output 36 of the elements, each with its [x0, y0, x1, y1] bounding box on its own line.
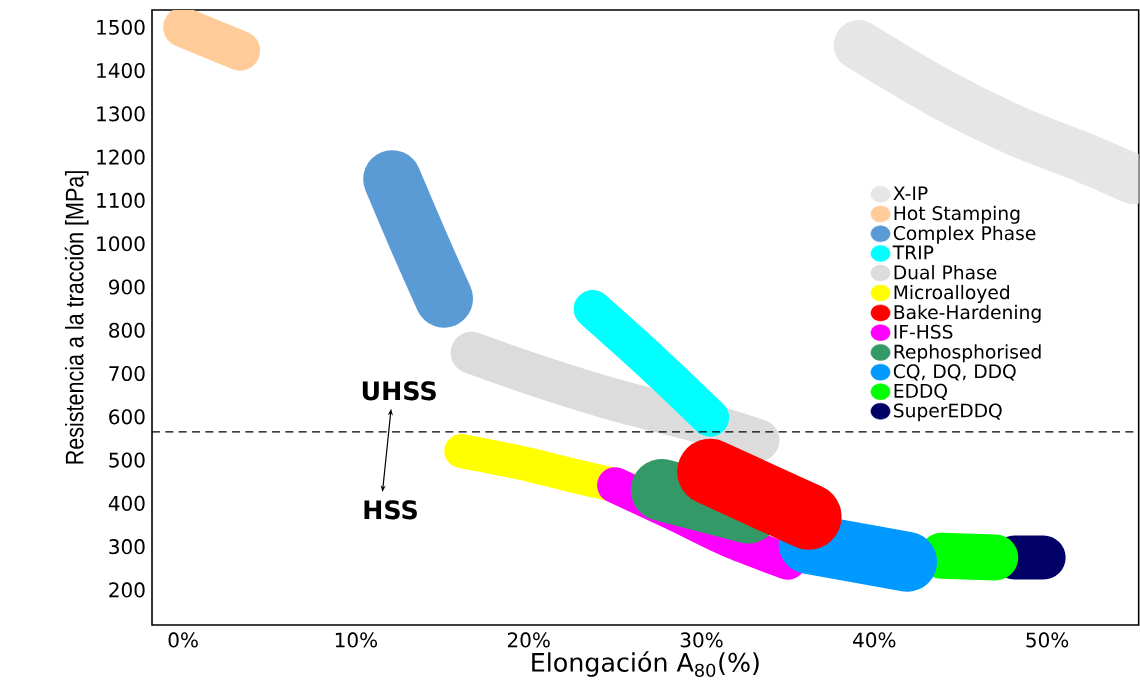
y-tick-label: 1500	[97, 19, 145, 35]
legend-label: SuperEDDQ	[894, 403, 1002, 422]
x-tick-label: 20%	[507, 632, 550, 648]
x-tick-label: 0%	[168, 632, 198, 648]
legend-label: IF-HSS	[894, 324, 953, 339]
legend-label: EDDQ	[894, 383, 947, 401]
y-tick-label: 400	[108, 495, 145, 511]
legend-label: Bake-Hardening	[894, 304, 1041, 323]
legend-label: Hot Stamping	[894, 205, 1020, 224]
x-tick-label: 40%	[853, 632, 896, 648]
y-tick-label: 500	[109, 452, 145, 468]
y-tick-label: 1200	[97, 149, 145, 165]
y-tick-label: 600	[109, 409, 145, 425]
y-tick-label: 1300	[97, 106, 145, 122]
y-tick-label: 700	[109, 365, 145, 382]
legend-label: TRIP	[892, 245, 934, 260]
y-tick-label: 300	[109, 539, 145, 555]
x-tick-label: 50%	[1026, 632, 1069, 648]
y-tick-label: 800	[109, 322, 145, 338]
annotation: UHSS	[362, 381, 436, 401]
y-tick-label: 200	[109, 582, 145, 598]
legend-label: Complex Phase	[893, 225, 1036, 244]
y-tick-label: 1000	[97, 236, 145, 252]
legend-label: X-IP	[893, 186, 928, 201]
legend-label: CQ, DQ, DDQ	[893, 364, 1016, 381]
y-axis-title: Resistencia a la tracción [MPa]	[64, 171, 89, 464]
legend-label: Rephosphorised	[894, 344, 1041, 363]
y-tick-label: 1400	[97, 63, 145, 79]
x-tick-label: 30%	[680, 632, 723, 648]
y-tick-label: 1100	[97, 192, 145, 208]
legend-label: Microalloyed	[894, 284, 1009, 303]
x-axis-title: Elongación A$_{80}$(%)	[532, 651, 759, 678]
annotation: HSS	[364, 500, 417, 520]
legend-label: Dual Phase	[894, 264, 997, 280]
x-tick-label: 10%	[335, 632, 378, 648]
y-tick-label: 900	[109, 279, 145, 295]
